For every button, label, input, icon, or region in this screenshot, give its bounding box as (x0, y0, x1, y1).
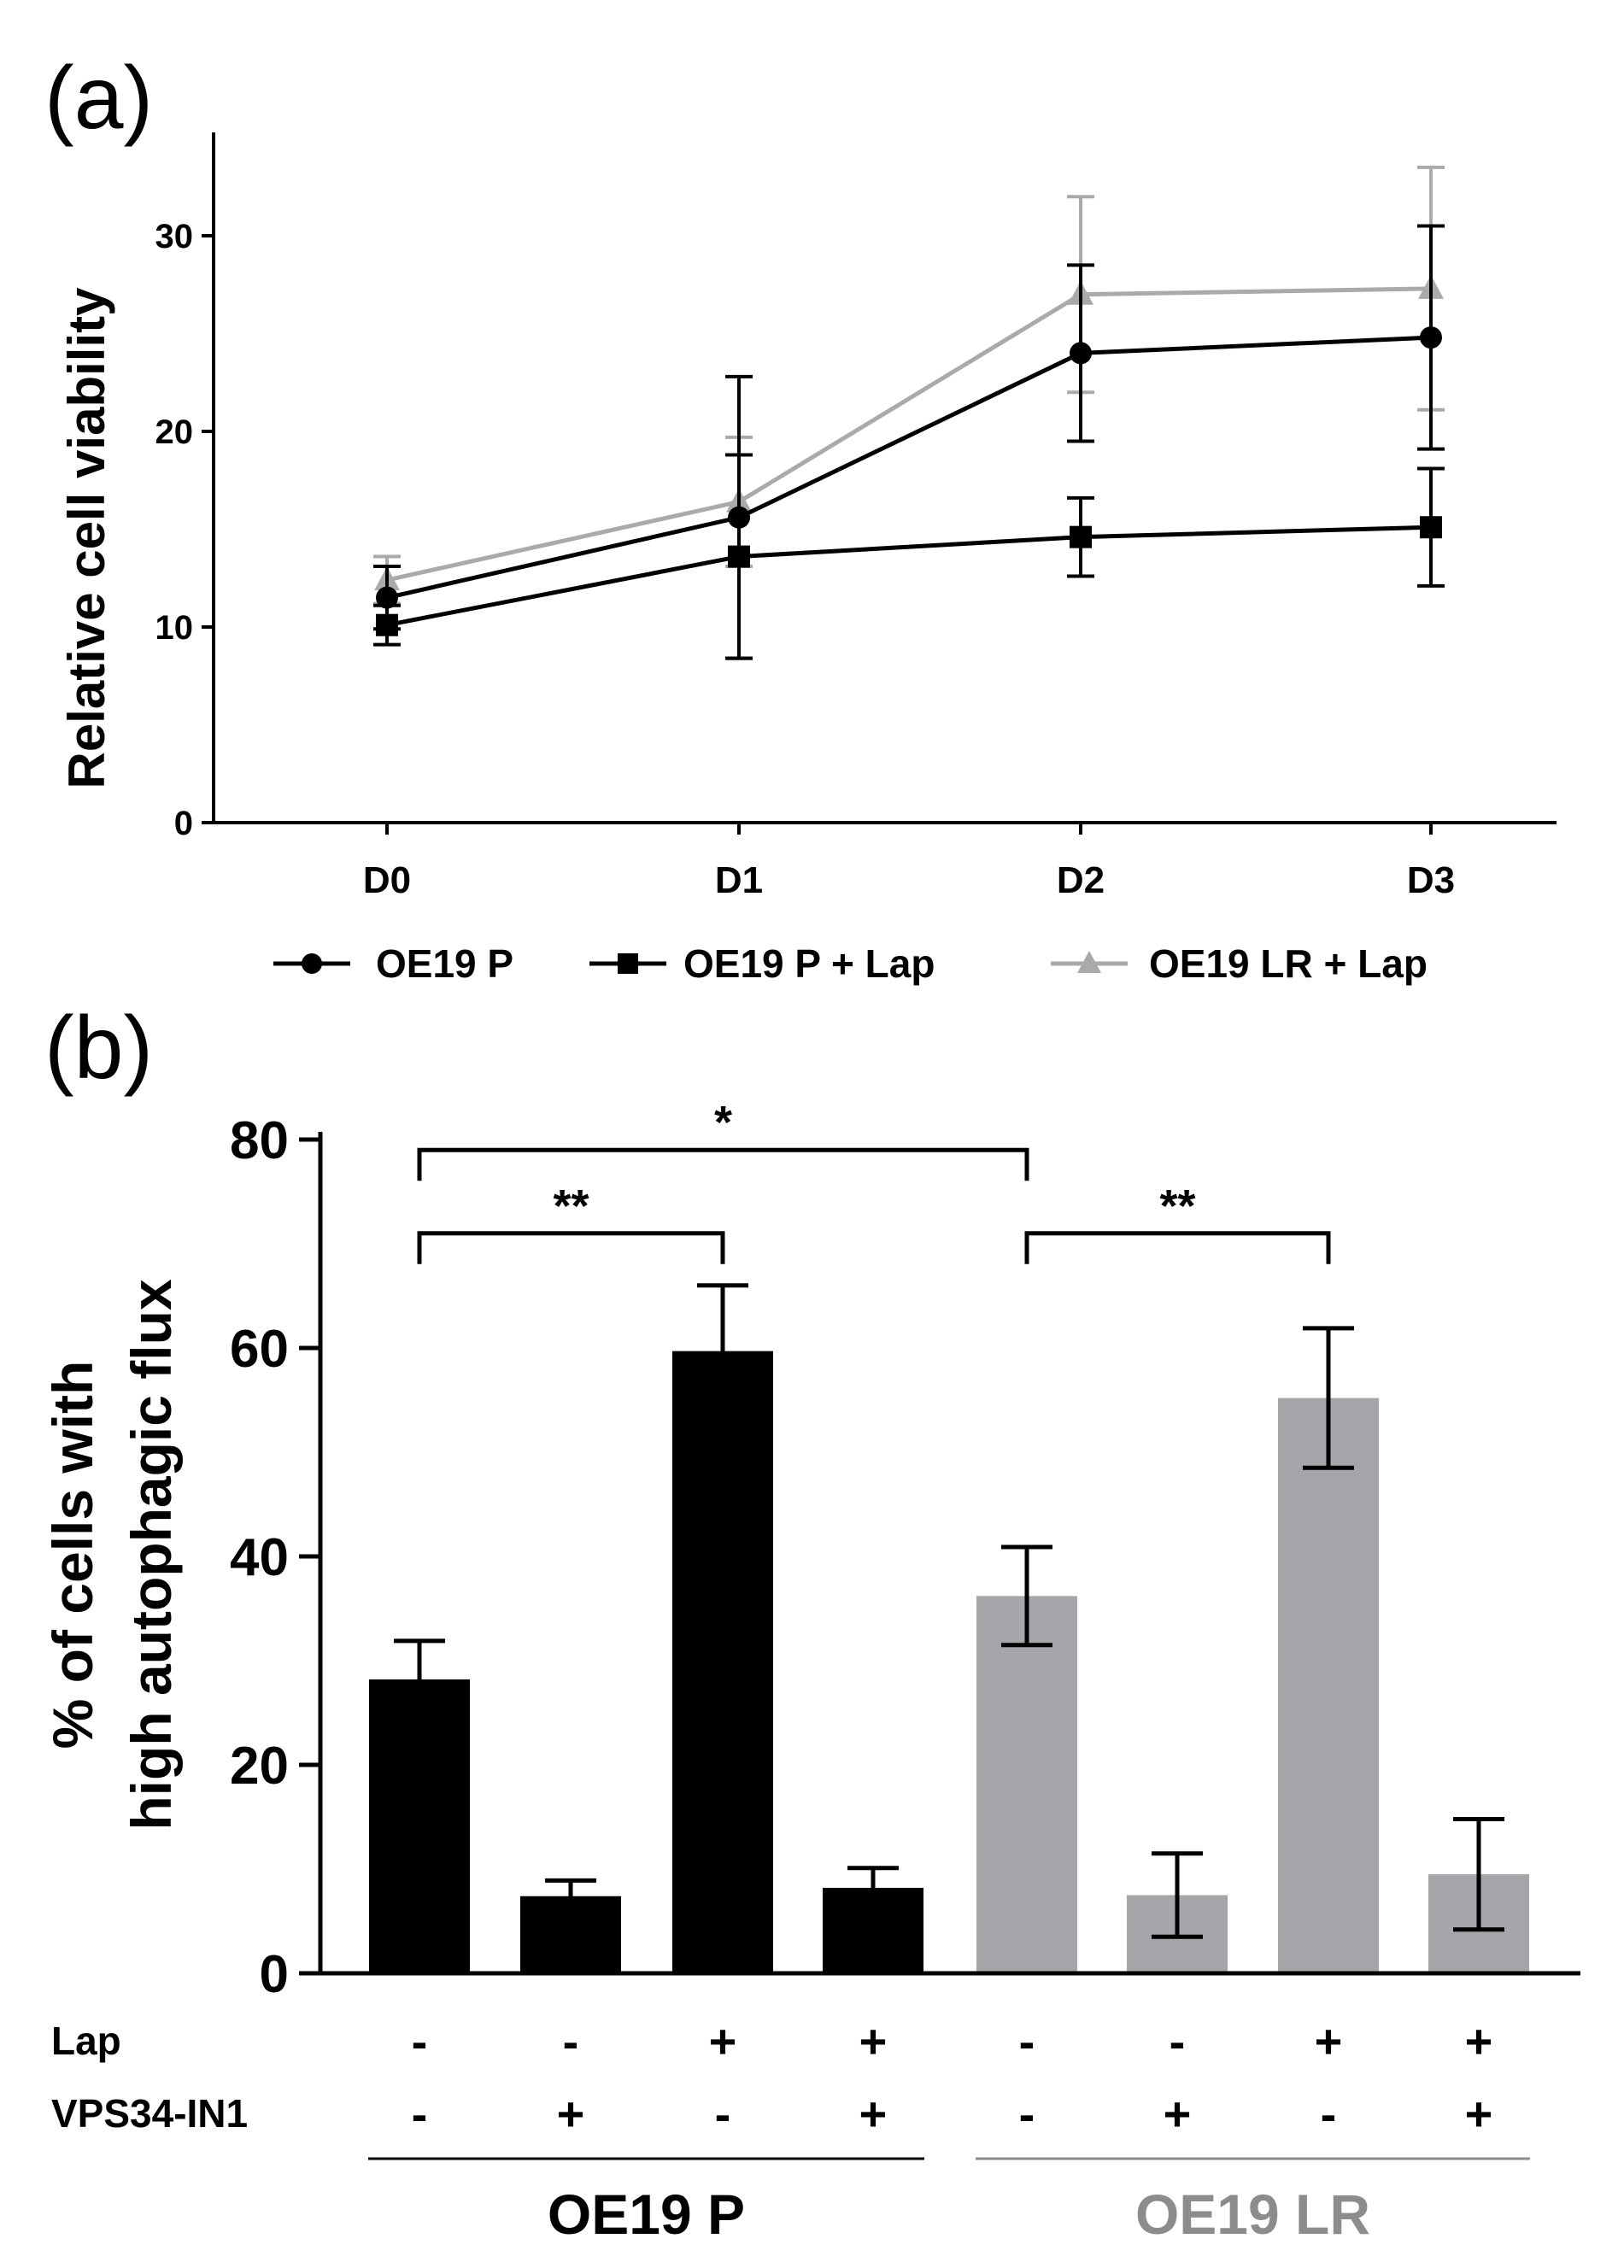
panel-a-y-tick-label: 0 (174, 805, 193, 842)
data-point (728, 506, 750, 529)
data-point (1420, 516, 1442, 539)
factor-sign: - (563, 2014, 579, 2068)
panel-b-y-tick-label: 20 (230, 1737, 289, 1796)
legend-label: OE19 LR + Lap (1149, 941, 1428, 986)
significance-label: * (714, 1097, 732, 1148)
panel-b-y-tick-label: 60 (230, 1320, 289, 1379)
legend-item-oe19-p-lap: OE19 P + Lap (589, 941, 935, 986)
panel-a-y-axis-label: Relative cell viability (58, 287, 115, 789)
group-label: OE19 LR (1135, 2183, 1370, 2246)
panel-b-label: (b) (44, 999, 153, 1098)
data-point (1070, 342, 1092, 365)
significance-bracket-2: ** (417, 1181, 725, 1264)
group-label: OE19 P (548, 2183, 745, 2246)
series-oe19-p-lap (373, 453, 1445, 660)
panel-a-x-tick-label: D2 (1057, 859, 1105, 901)
panel-b-y-axis-label-line-1: % of cells with (41, 1361, 104, 1749)
panel-a-x-tick-label: D0 (363, 859, 411, 901)
factor-row-label-vps34-in1: VPS34-IN1 (51, 2091, 248, 2136)
significance-bracket-3: ** (1024, 1181, 1331, 1264)
factor-sign: - (1019, 2087, 1035, 2141)
legend-item-oe19-lr-lap: OE19 LR + Lap (1051, 941, 1428, 986)
panel-b-bar-chart: (b) 0 20 40 60 80 % of cells with high autop… (41, 999, 1580, 2246)
legend-marker (618, 953, 638, 974)
significance-bracket-line (417, 1147, 1029, 1181)
factor-sign: + (557, 2087, 585, 2141)
factor-row-label-lap: Lap (51, 2019, 121, 2063)
significance-bracket-line (417, 1231, 725, 1264)
legend-label: OE19 P + Lap (683, 941, 935, 986)
factor-sign: + (709, 2014, 737, 2068)
significance-bracket-1: * (417, 1097, 1029, 1181)
bar-1 (369, 1679, 470, 1973)
factor-sign: + (859, 2087, 888, 2141)
panel-a-label: (a) (44, 49, 153, 148)
bar-3 (672, 1351, 773, 1973)
factor-sign: - (412, 2087, 428, 2141)
panel-a-y-tick-label: 10 (155, 609, 194, 647)
legend-marker (302, 953, 322, 974)
panel-b-y-tick-label: 40 (230, 1528, 289, 1587)
panel-b-y-tick-label: 80 (230, 1111, 289, 1170)
significance-bracket-line (1024, 1231, 1331, 1264)
data-point (1420, 326, 1442, 349)
series-oe19-lr-lap (373, 165, 1445, 606)
factor-sign: - (715, 2087, 731, 2141)
factor-sign: - (1170, 2014, 1186, 2068)
bar-5 (976, 1596, 1077, 1973)
series-line-oe19-p (386, 335, 1432, 601)
factor-sign: - (1321, 2087, 1337, 2141)
panel-b-y-axis-label-line-2: high autophagic flux (120, 1279, 183, 1831)
series-line-oe19-p-lap (386, 525, 1432, 628)
legend-label: OE19 P (376, 941, 513, 986)
factor-sign: + (1465, 2087, 1493, 2141)
factor-sign: + (1315, 2014, 1343, 2068)
factor-sign: + (1164, 2087, 1192, 2141)
panel-a-x-tick-label: D1 (715, 859, 763, 901)
panel-a-y-tick-label: 20 (155, 413, 194, 451)
series-line-oe19-lr-lap (386, 286, 1432, 583)
panel-a-legend: OE19 P OE19 P + Lap OE19 LR + Lap (273, 941, 1428, 986)
factor-sign: + (859, 2014, 888, 2068)
panel-a-y-tick-label: 30 (155, 218, 194, 255)
panel-a-line-chart: (a) 0 10 20 30 D0 D1 D2 D3 Relative cell viabi… (44, 49, 1557, 986)
data-point (376, 586, 398, 609)
panel-a-x-tick-label: D3 (1407, 859, 1455, 901)
significance-label: ** (553, 1181, 589, 1232)
group-oe19-p: OE19 P (368, 2157, 924, 2246)
bar-7 (1278, 1398, 1379, 1973)
series-oe19-p (373, 224, 1445, 660)
legend-marker (1077, 951, 1101, 973)
panel-b-y-tick-label: 0 (260, 1945, 289, 2004)
data-point (1070, 525, 1092, 548)
factor-sign: + (1465, 2014, 1493, 2068)
factor-sign: - (412, 2014, 428, 2068)
factor-sign: - (1019, 2014, 1035, 2068)
group-oe19-lr: OE19 LR (976, 2157, 1530, 2246)
legend-item-oe19-p: OE19 P (273, 941, 513, 986)
significance-label: ** (1159, 1181, 1195, 1232)
